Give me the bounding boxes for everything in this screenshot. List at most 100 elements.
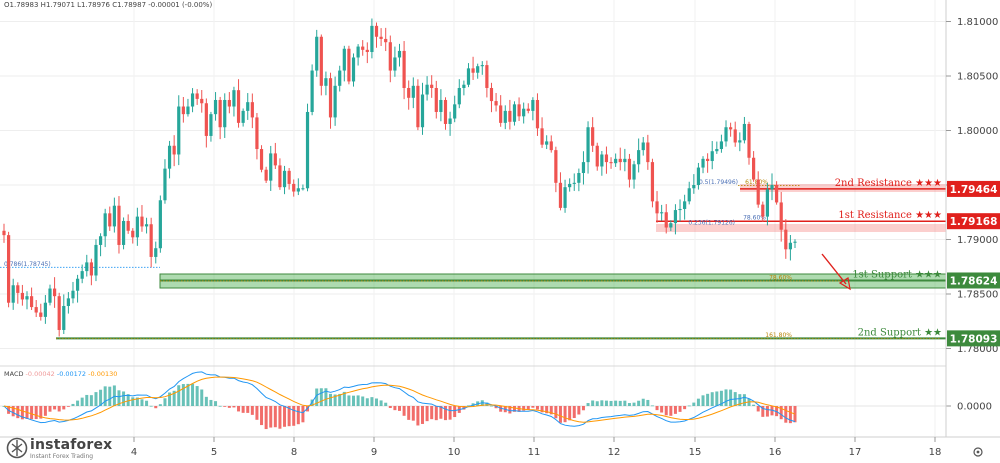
macd-bar	[462, 406, 466, 410]
macd-bar	[494, 406, 498, 409]
candle	[204, 98, 208, 148]
candle	[48, 284, 52, 306]
candle	[738, 132, 742, 152]
macd-bar	[347, 395, 351, 406]
macd-bar	[301, 406, 305, 423]
candle	[549, 135, 553, 153]
macd-bar	[39, 406, 43, 419]
candle	[793, 239, 797, 248]
macd-bar	[264, 406, 268, 430]
candle	[669, 220, 673, 232]
candle	[784, 219, 788, 259]
macd-bar	[200, 389, 204, 406]
candle	[361, 40, 365, 56]
candle	[655, 191, 659, 223]
candle	[181, 97, 185, 123]
macd-bar	[269, 406, 273, 428]
candle	[572, 173, 576, 191]
macd-bar	[701, 395, 705, 406]
candle	[512, 101, 517, 126]
macd-bar	[57, 406, 61, 412]
macd-bar	[361, 396, 365, 406]
macd-bar	[577, 406, 581, 415]
candle	[494, 93, 498, 112]
macd-bar	[710, 392, 714, 406]
candle	[770, 173, 774, 201]
candle	[752, 151, 756, 182]
candle	[52, 277, 57, 308]
macd-bar	[329, 393, 333, 406]
macd-zero-label: 0.0000	[957, 402, 992, 413]
macd-bar	[600, 400, 604, 406]
candle	[646, 134, 650, 170]
candle	[526, 103, 530, 114]
macd-bar	[135, 397, 139, 406]
macd-bar	[646, 399, 650, 406]
macd-bar	[678, 406, 682, 412]
candle	[485, 60, 489, 98]
macd-bar	[448, 406, 452, 420]
level-label: 2nd Support ★★	[858, 327, 942, 338]
macd-bar	[384, 402, 388, 406]
candle	[324, 71, 328, 96]
candle	[144, 217, 149, 234]
macd-bar	[471, 403, 475, 406]
candle	[673, 204, 678, 235]
candle	[388, 35, 392, 83]
macd-bar	[715, 391, 719, 406]
macd-bar	[729, 389, 733, 406]
macd-bar	[204, 396, 208, 406]
macd-bar	[214, 401, 218, 406]
macd-bar	[411, 406, 415, 421]
macd-bar	[632, 402, 636, 406]
macd-bar	[485, 402, 489, 406]
candle	[310, 64, 314, 116]
candle	[259, 145, 264, 173]
macd-bar	[765, 406, 769, 417]
candle	[278, 158, 282, 190]
macd-bar	[76, 400, 80, 406]
candle	[209, 111, 213, 142]
candle	[135, 207, 139, 246]
projection-arrow	[821, 253, 851, 291]
candle	[687, 181, 691, 205]
macd-bar	[609, 400, 613, 406]
candle	[126, 214, 130, 234]
candle	[554, 146, 558, 193]
candle	[420, 82, 425, 135]
candle	[43, 295, 47, 324]
macd-bar	[11, 406, 15, 417]
macd-bar	[425, 406, 429, 422]
macd-bar	[71, 403, 75, 406]
macd-bar	[131, 397, 135, 406]
level-price-badge: 1.79168	[947, 213, 1000, 230]
candle	[623, 148, 627, 172]
candle	[154, 241, 158, 264]
candle	[269, 145, 273, 191]
candle	[729, 122, 733, 137]
candle	[397, 43, 402, 67]
macd-bar	[342, 391, 346, 406]
candle	[351, 53, 356, 87]
candle	[586, 121, 590, 174]
candle	[71, 281, 75, 304]
candle	[163, 159, 167, 204]
x-tick-label: 9	[371, 447, 377, 458]
gear-icon[interactable]	[973, 447, 983, 457]
macd-bar	[16, 406, 20, 419]
macd-bar	[706, 393, 710, 406]
candle	[407, 80, 411, 110]
macd-bar	[545, 406, 549, 414]
y-tick-label: 1.80000	[957, 126, 998, 137]
macd-bar	[94, 392, 98, 406]
macd-bar	[43, 406, 47, 416]
macd-bar	[112, 385, 116, 406]
macd-bar	[195, 386, 199, 406]
candle	[315, 29, 319, 77]
level-label: 1st Support ★★★	[852, 269, 942, 280]
macd-bar	[145, 400, 149, 406]
macd-bar	[149, 405, 153, 407]
candle	[411, 77, 415, 109]
candle	[2, 223, 6, 243]
